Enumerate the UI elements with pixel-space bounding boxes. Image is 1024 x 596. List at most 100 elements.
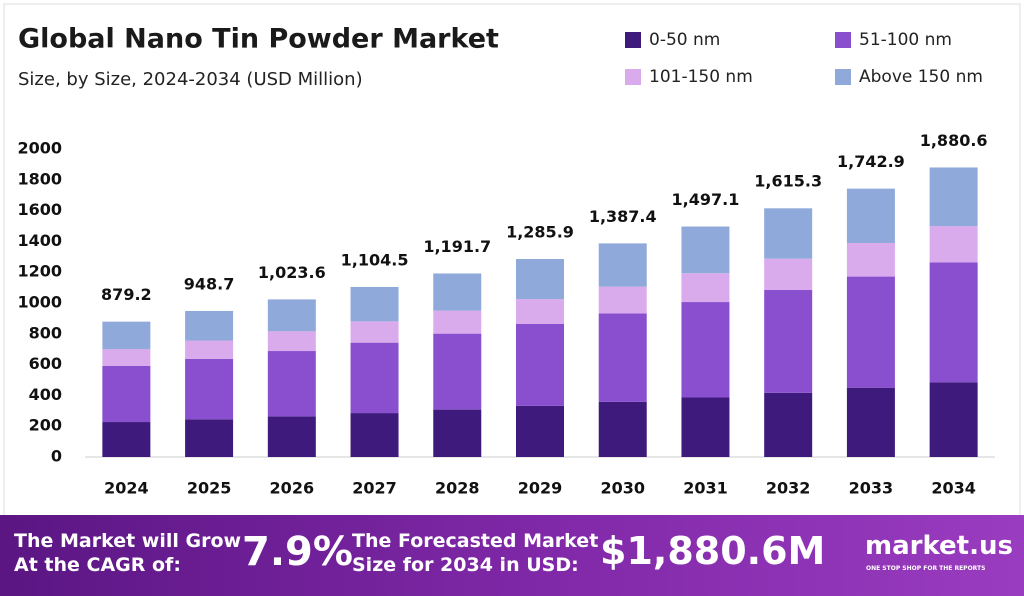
bar-segment (681, 302, 730, 398)
legend-label: 0-50 nm (649, 30, 720, 50)
tagline: ONE STOP SHOP FOR THE REPORTS (866, 565, 986, 572)
x-tick-label: 2025 (187, 479, 232, 498)
total-label: 879.2 (101, 285, 152, 304)
bar-segment (764, 392, 813, 457)
x-tick-label: 2026 (270, 479, 315, 498)
bar-segment (350, 342, 399, 414)
bar-segment (185, 419, 234, 457)
bar-segment (929, 167, 978, 227)
bar-segment (102, 365, 151, 423)
bar-segment (846, 276, 895, 388)
chart: Global Nano Tin Powder Market Size, by S… (3, 3, 1021, 515)
x-tick-label: 2030 (600, 479, 645, 498)
bar-segment (929, 382, 978, 457)
bar-segment (598, 243, 647, 287)
bar-segment (846, 188, 895, 243)
bar-segment (185, 310, 234, 341)
total-label: 948.7 (184, 274, 235, 293)
bar-segment (102, 321, 151, 350)
bar-segment (846, 387, 895, 457)
total-label: 1,742.9 (837, 152, 905, 171)
bar-segment (433, 333, 482, 410)
bar-segment (764, 289, 813, 393)
bar-segment (433, 310, 482, 334)
bar-segment (516, 299, 564, 324)
bar-segment (185, 358, 234, 420)
total-label: 1,387.4 (589, 207, 657, 226)
x-tick-label: 2029 (518, 479, 563, 498)
forecast-value: $1,880.6M (600, 529, 826, 573)
bar-segment (185, 340, 234, 359)
frame (3, 3, 1021, 515)
legend-swatch (835, 32, 851, 48)
y-tick-label: 200 (29, 416, 62, 435)
bar-segment (598, 401, 647, 457)
chart-title: Global Nano Tin Powder Market (18, 24, 499, 55)
forecast-text-line: The Forecasted Market (352, 530, 599, 552)
bar-segment (846, 242, 895, 277)
bar-segment (764, 208, 813, 259)
bar-segment (350, 286, 399, 322)
total-label: 1,880.6 (920, 131, 988, 150)
bar-segment (598, 286, 647, 314)
bar-segment (102, 422, 151, 457)
bar-segment (681, 397, 730, 457)
bar-segment (267, 416, 316, 457)
y-tick-label: 1200 (17, 262, 62, 281)
legend-label: 51-100 nm (859, 30, 952, 50)
bar-segment (433, 273, 482, 311)
y-tick-label: 600 (29, 354, 62, 373)
y-tick-label: 2000 (17, 139, 62, 158)
cagr-value: 7.9% (242, 529, 353, 575)
bar-segment (267, 299, 316, 332)
x-tick-label: 2027 (352, 479, 397, 498)
cagr-text-line: The Market will Grow (14, 530, 242, 552)
legend-swatch (625, 69, 641, 85)
total-label: 1,285.9 (506, 222, 574, 241)
total-label: 1,023.6 (258, 263, 326, 282)
legend-label: 101-150 nm (649, 67, 753, 87)
bar-segment (102, 349, 151, 366)
total-label: 1,191.7 (423, 237, 491, 256)
x-tick-label: 2033 (849, 479, 894, 498)
y-tick-label: 800 (29, 323, 62, 342)
y-tick-label: 1400 (17, 231, 62, 250)
bar-segment (681, 226, 730, 274)
bar-segment (516, 405, 564, 457)
cagr-text-line: At the CAGR of: (14, 554, 181, 576)
y-tick-label: 1000 (17, 293, 62, 312)
forecast-text: The Forecasted Market Size for 2034 in US… (352, 529, 598, 577)
bar-segment (598, 313, 647, 402)
y-tick-label: 1600 (17, 200, 62, 219)
legend-swatch (625, 32, 641, 48)
bar-segment (267, 351, 316, 417)
x-tick-label: 2034 (931, 479, 976, 498)
bar-segment (929, 262, 978, 383)
legend-swatch (835, 69, 851, 85)
legend-label: Above 150 nm (859, 67, 983, 87)
cagr-text: The Market will Grow At the CAGR of: (14, 529, 241, 577)
y-tick-label: 1800 (17, 169, 62, 188)
bar-segment (350, 413, 399, 457)
footer-banner: The Market will Grow At the CAGR of: 7.9%… (0, 515, 1024, 596)
bar-segment (929, 226, 978, 263)
x-tick-label: 2031 (683, 479, 728, 498)
bar-segment (350, 321, 399, 343)
x-tick-label: 2028 (435, 479, 480, 498)
chart-subtitle: Size, by Size, 2024-2034 (USD Million) (18, 69, 363, 90)
y-tick-label: 400 (29, 385, 62, 404)
bar-segment (764, 258, 813, 290)
bar-segment (681, 273, 730, 303)
x-tick-label: 2032 (766, 479, 811, 498)
forecast-text-line: Size for 2034 in USD: (352, 554, 579, 576)
bar-segment (516, 259, 564, 300)
y-tick-label: 0 (51, 447, 62, 466)
bar-segment (267, 331, 316, 352)
total-label: 1,104.5 (341, 250, 409, 269)
brand: market.us (865, 531, 1013, 561)
bar-segment (516, 323, 564, 406)
total-label: 1,497.1 (672, 190, 740, 209)
x-tick-label: 2024 (104, 479, 149, 498)
bar-segment (433, 409, 482, 457)
